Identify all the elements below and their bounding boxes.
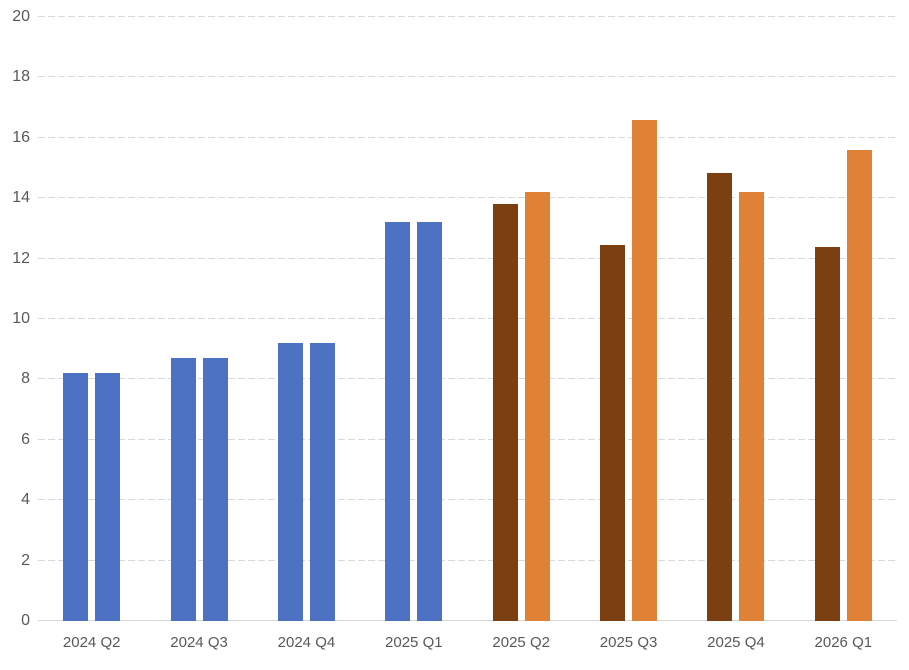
left-bar-series-bar-2025-q3 xyxy=(600,245,626,621)
left-bar-series-bar-2025-q2 xyxy=(492,204,518,621)
y-tick-label-4: 4 xyxy=(21,491,30,509)
gridline-20 xyxy=(38,16,897,17)
x-tick-label-2025-q4: 2025 Q4 xyxy=(707,634,765,651)
y-tick-label-14: 14 xyxy=(12,189,30,207)
gridline-8 xyxy=(38,378,897,380)
y-tick-label-20: 20 xyxy=(12,8,30,25)
gridline-6 xyxy=(38,438,897,440)
right-bar-series-bar-2026-q1 xyxy=(846,149,872,621)
y-tick-label-6: 6 xyxy=(21,430,30,448)
y-tick-label-8: 8 xyxy=(21,370,30,388)
left-bar-series-bar-2025-q1 xyxy=(385,222,411,621)
bar-group-2026-q1 xyxy=(790,17,897,621)
x-tick-label-2024-q3: 2024 Q3 xyxy=(170,634,228,651)
gridline-4 xyxy=(38,499,897,501)
x-tick-label-2025-q1: 2025 Q1 xyxy=(385,634,443,651)
gridline-12 xyxy=(38,257,897,259)
x-tick-label-2026-q1: 2026 Q1 xyxy=(814,634,873,651)
bar-group-2024-q2 xyxy=(38,17,145,621)
gridline-14 xyxy=(38,197,897,199)
x-axis-line xyxy=(38,620,897,621)
x-tick-label-2025-q3: 2025 Q3 xyxy=(599,634,658,651)
gridline-10 xyxy=(38,318,897,319)
right-bar-series-bar-2025-q2 xyxy=(524,192,550,621)
y-tick-label-10: 10 xyxy=(12,310,30,327)
bar-group-2024-q3 xyxy=(145,17,252,621)
gridline-16 xyxy=(38,136,897,138)
right-bar-series-bar-2025-q3 xyxy=(632,119,658,621)
y-tick-label-0: 0 xyxy=(21,612,30,629)
left-bar-series-bar-2025-q4 xyxy=(707,172,733,621)
y-tick-label-18: 18 xyxy=(12,68,30,86)
bar-group-2025-q2 xyxy=(468,17,575,621)
gridline-18 xyxy=(38,76,897,78)
right-bar-series-bar-2024-q2 xyxy=(95,373,121,621)
right-bar-series-bar-2024-q4 xyxy=(309,343,335,621)
right-bar-series-bar-2025-q4 xyxy=(739,192,765,621)
right-bar-series-bar-2025-q1 xyxy=(417,222,443,621)
x-tick-label-2025-q2: 2025 Q2 xyxy=(492,634,550,651)
left-bar-series-bar-2024-q2 xyxy=(63,373,89,621)
x-tick-label-2024-q2: 2024 Q2 xyxy=(62,634,121,651)
left-bar-series-bar-2026-q1 xyxy=(814,246,840,621)
y-tick-label-2: 2 xyxy=(21,551,30,569)
right-bar-series-bar-2024-q3 xyxy=(202,358,228,621)
x-tick-label-2024-q4: 2024 Q4 xyxy=(277,634,336,651)
y-tick-label-16: 16 xyxy=(12,128,30,146)
gridline-2 xyxy=(38,559,897,561)
bar-group-2025-q3 xyxy=(575,17,682,621)
left-bar-series-bar-2024-q4 xyxy=(277,343,303,621)
left-bar-series-bar-2024-q3 xyxy=(170,358,196,621)
bar-group-2024-q4 xyxy=(253,17,360,621)
bar-group-2025-q4 xyxy=(682,17,789,621)
bar-group-2025-q1 xyxy=(360,17,467,621)
y-tick-label-12: 12 xyxy=(12,249,30,267)
plot-area xyxy=(38,16,897,621)
